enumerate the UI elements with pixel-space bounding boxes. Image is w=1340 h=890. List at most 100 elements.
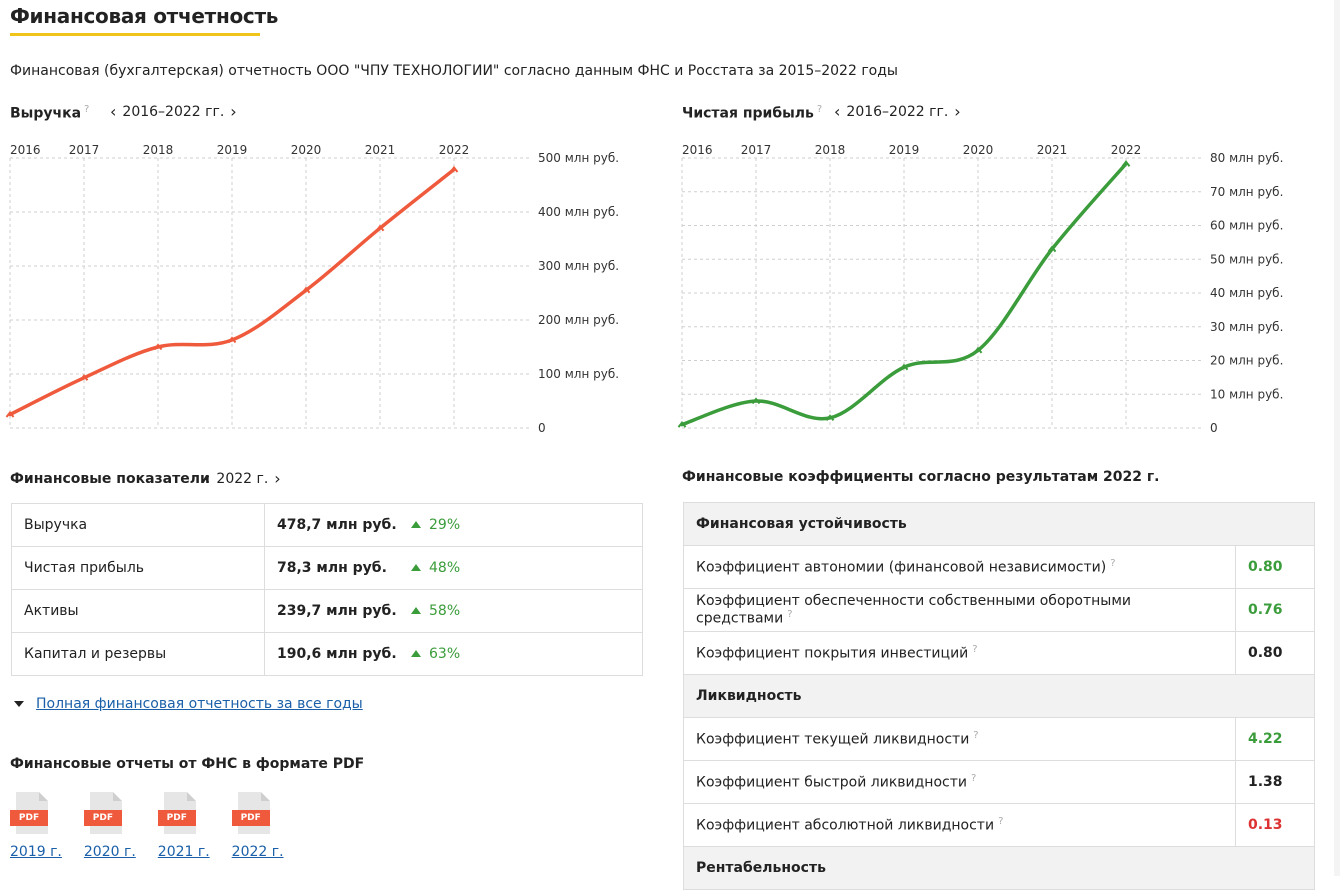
indicators-title: Финансовые показатели [10,471,210,487]
table-row: Активы 239,7 млн руб. 58% [11,589,643,633]
table-row: Коэффициент быстрой ликвидности? 1.38 [683,760,1315,804]
indicator-value-cell: 239,7 млн руб. 58% [264,589,643,633]
profit-data-point[interactable] [751,397,761,405]
revenue-data-point[interactable] [449,165,459,173]
table-row: Коэффициент автономии (финансовой незави… [683,545,1315,589]
profit-period-label: 2016–2022 гг. [846,104,949,120]
pdf-file-icon[interactable]: PDF [231,792,276,836]
revenue-data-point[interactable] [227,336,237,344]
pdf-year-link[interactable]: 2020 г. [83,844,136,860]
pdf-report-item[interactable]: PDF 2022 г. [231,792,284,860]
revenue-data-point[interactable] [153,343,163,351]
next-period-icon[interactable]: › [274,469,281,488]
pdf-file-icon[interactable]: PDF [83,792,128,836]
profit-data-point[interactable] [973,346,983,354]
indicator-value-cell: 478,7 млн руб. 29% [264,503,643,547]
prev-period-icon[interactable]: ‹ [834,102,841,121]
ratio-label: Коэффициент обеспеченности собственными … [696,593,1131,627]
profit-data-point[interactable] [899,363,909,371]
prev-period-icon[interactable]: ‹ [110,102,117,121]
revenue-data-point[interactable] [301,286,311,294]
revenue-period-label: 2016–2022 гг. [122,104,225,120]
y-tick-label: 40 млн руб. [1210,286,1283,300]
ratio-value: 1.38 [1235,760,1315,804]
pdf-file-icon[interactable]: PDF [10,792,54,836]
x-tick-label: 2017 [69,143,100,157]
full-report-toggle[interactable]: Полная финансовая отчетность за все годы [14,696,363,712]
y-tick-label: 10 млн руб. [1210,387,1283,401]
ratio-label: Коэффициент текущей ликвидности [696,731,970,748]
x-tick-label: 2018 [143,143,174,157]
pdf-badge: PDF [10,810,48,826]
revenue-period-nav: ‹ 2016–2022 гг. › [110,102,237,121]
profit-chart: 80 млн руб. 70 млн руб. 60 млн руб. 50 млн … [677,143,1283,435]
x-tick-label: 2017 [741,143,772,157]
prev-period-icon[interactable]: ‹ [204,469,211,488]
help-icon[interactable]: ? [998,816,1004,828]
table-row: Чистая прибыль 78,3 млн руб. 48% [11,546,643,590]
indicator-change: 48% [411,560,460,576]
ratio-label-cell: Коэффициент быстрой ликвидности? [683,760,1236,804]
x-tick-label: 2020 [291,143,322,157]
pdf-year-link[interactable]: 2022 г. [231,844,284,860]
y-tick-label: 200 млн руб. [538,313,619,327]
profit-data-point[interactable] [825,414,835,421]
help-icon[interactable]: ? [972,644,978,656]
ratio-label: Коэффициент быстрой ликвидности [696,774,967,791]
indicator-change-value: 63% [429,646,461,662]
pdf-report-item[interactable]: PDF 2020 г. [83,792,136,860]
pdf-report-item[interactable]: PDF 2021 г. [157,792,210,860]
x-tick-label: 2022 [1111,143,1142,157]
pdf-list: PDF 2019 г. PDF 2020 г. PDF 2021 г. PDF 2022 г. [10,792,284,860]
ratio-value: 0.76 [1235,588,1315,632]
ratio-value: 0.80 [1235,631,1315,675]
pdf-report-item[interactable]: PDF 2019 г. [10,792,62,860]
revenue-data-point[interactable] [79,374,89,381]
x-tick-label: 2022 [439,143,470,157]
indicator-label: Чистая прибыль [11,546,265,590]
help-icon[interactable]: ? [970,773,977,785]
help-icon[interactable]: ? [84,104,90,115]
revenue-data-point[interactable] [5,410,15,418]
profit-data-point[interactable] [1047,245,1057,253]
caret-down-icon [14,701,24,707]
help-icon[interactable]: ? [816,104,823,115]
y-tick-label: 50 млн руб. [1210,252,1283,266]
ratio-group-name: Ликвидность [683,674,1315,718]
ratio-group-name: Рентабельность [683,846,1315,890]
full-report-link[interactable]: Полная финансовая отчетность за все годы [36,696,363,712]
table-row: Коэффициент абсолютной ликвидности? 0.13 [683,803,1315,847]
ratio-group-name: Финансовая устойчивость [683,502,1315,546]
page-title: Финансовая отчетность [10,4,279,28]
x-tick-label: 2019 [217,143,248,157]
pdf-file-icon[interactable]: PDF [157,792,202,836]
y-tick-label: 60 млн руб. [1210,219,1283,233]
pdf-year-link[interactable]: 2019 г. [10,844,62,860]
profit-data-point[interactable] [1121,160,1131,167]
profit-data-point[interactable] [677,420,687,428]
y-tick-label: 500 млн руб. [538,151,619,165]
indicator-value-cell: 78,3 млн руб. 48% [264,546,643,590]
ratio-label: Коэффициент автономии (финансовой незави… [696,559,1107,576]
help-icon[interactable]: ? [1110,558,1116,570]
next-period-icon[interactable]: › [230,102,237,121]
help-icon[interactable]: ? [973,730,979,742]
next-period-icon[interactable]: › [954,102,961,121]
y-tick-label: 80 млн руб. [1210,151,1283,165]
ratio-value: 4.22 [1235,717,1315,761]
arrow-up-icon [411,564,421,571]
table-row: Капитал и резервы 190,6 млн руб. 63% [11,632,643,676]
revenue-chart: 500 млн руб. 400 млн руб. 300 млн руб. 200 … [5,143,619,435]
profit-chart-title: Чистая прибыль? [682,104,822,122]
title-underline [10,33,260,36]
ratio-label-cell: Коэффициент автономии (финансовой незави… [683,545,1236,589]
scrollbar[interactable] [1334,0,1340,876]
pdf-year-link[interactable]: 2021 г. [157,844,210,860]
pdf-badge: PDF [157,810,196,826]
indicators-period-nav: ‹ 2022 г. › [204,469,281,488]
help-icon[interactable]: ? [787,609,793,621]
revenue-series-line [8,167,456,417]
page-subtitle: Финансовая (бухгалтерская) отчетность ОО… [10,63,898,79]
revenue-data-point[interactable] [375,224,385,232]
ratio-group-header: Ликвидность [683,674,1315,718]
